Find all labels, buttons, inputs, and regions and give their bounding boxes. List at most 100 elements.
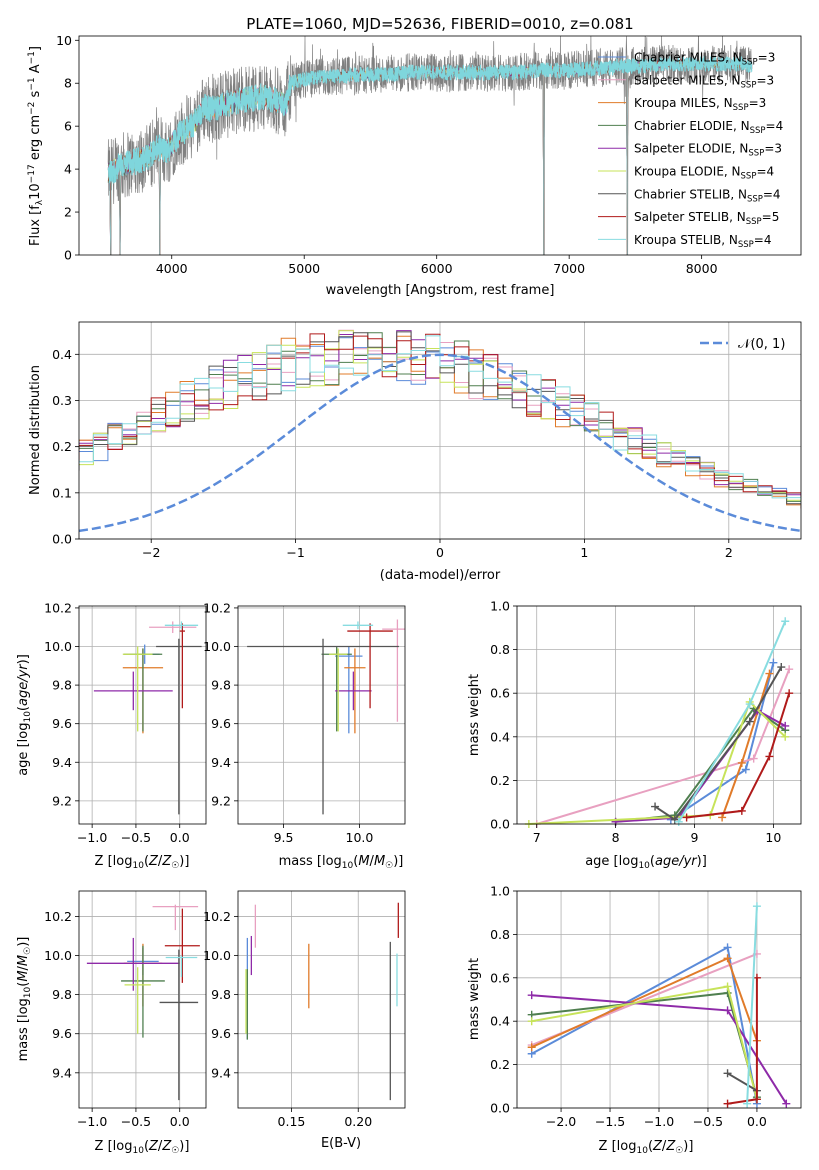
y-tick-label: 0.1 (52, 485, 72, 500)
errorbar-point (159, 949, 199, 1101)
mass-weight-series (527, 943, 761, 1108)
y-tick-label: 1.0 (490, 884, 510, 899)
x-tick-label: −1.0 (77, 1114, 107, 1129)
mass-weight-series (682, 689, 794, 822)
mass-weight-marker (737, 758, 746, 767)
mass-weight-marker (682, 813, 691, 822)
errorbar-point (335, 646, 363, 734)
mass-weight-series (723, 1069, 761, 1095)
x-tick-label: 0.0 (170, 1114, 190, 1129)
mass-weight-series (611, 706, 790, 826)
legend-label: Kroupa MILES, NSSP=3 (634, 96, 766, 113)
mass-weight-marker (782, 1099, 791, 1108)
mass-weight-marker (752, 1095, 761, 1104)
panel-axes: 9.5 10.0 9.2 9.4 9.6 9.8 10.0 10.2 (203, 600, 406, 845)
panel-series (247, 619, 405, 815)
axes-frame (78, 890, 207, 1109)
mass-weight-line (615, 707, 786, 823)
x-tick-label: −1.5 (595, 1114, 625, 1129)
mass-weight-marker (737, 806, 746, 815)
axes-frame (78, 605, 207, 825)
mass-weight-marker (723, 954, 732, 963)
panel-axes: −1.0 −0.5 0.0 9.4 9.6 9.8 10.0 10.2 (44, 890, 207, 1129)
x-tick-label: −1.0 (77, 830, 107, 845)
y-tick-label: 9.4 (52, 1065, 72, 1080)
y-tick-label: 0.2 (52, 439, 72, 454)
panel-series (93, 621, 202, 815)
x-tick-label: −1.0 (644, 1114, 674, 1129)
x-tick-label: 8 (612, 830, 620, 845)
spectrum-series (107, 36, 753, 255)
errorbar-point (149, 621, 197, 634)
histogram-axes: −2 −1 0 1 2 0.0 0.1 0.2 0.3 0.4 (52, 321, 802, 560)
panel-axes: −1.0 −0.5 0.0 9.2 9.4 9.6 9.8 10.0 10.2 (44, 600, 207, 845)
errorbar-point (124, 967, 151, 1034)
y-tick-label: 9.8 (52, 678, 72, 693)
errorbar-point (122, 646, 153, 732)
x-tick-label: 0.15 (278, 1114, 306, 1129)
mass-weight-marker (785, 665, 794, 674)
legend-label: Kroupa ELODIE, NSSP=4 (634, 165, 774, 182)
y-tick-label: 0.2 (490, 1057, 510, 1072)
mass-vs-metallicity-panel: −1.0 −0.5 0.0 9.4 9.6 9.8 10.0 10.2 Z [log10(Z/… (16, 890, 207, 1156)
errorbar-point (123, 648, 163, 732)
mass-ylabel: mass [log10(M/M☉)] (16, 937, 33, 1062)
y-tick-label: 0.4 (490, 729, 510, 744)
panel-series (527, 902, 791, 1108)
mass-z-xlabel: Z [log10(Z/Z☉)] (95, 1139, 190, 1156)
spectrum-ylabel: Flux [fλ10−17 erg cm−2 s−1 A−1] (27, 46, 45, 246)
y-tick-label: 0.3 (52, 393, 72, 408)
y-tick-label: 9.4 (52, 755, 72, 770)
errorbar-points (93, 621, 202, 815)
y-tick-label: 9.4 (211, 755, 231, 770)
spectrum-xlabel: wavelength [Angstrom, rest frame] (326, 283, 555, 298)
y-tick-label: 10.2 (44, 600, 72, 615)
y-tick-label: 10.0 (203, 948, 231, 963)
x-tick-label: −0.5 (121, 830, 151, 845)
mass-weight-line (686, 692, 791, 819)
mass-weight-series (527, 991, 791, 1108)
residual-histogram-panel: 𝒩(0, 1) −2 −1 0 1 2 0.0 0.1 0.2 0.3 0.4 (data-mod… (28, 321, 802, 583)
mass-weight-series (674, 617, 790, 826)
errorbar-point (152, 904, 199, 931)
mass-weight-line (528, 700, 786, 825)
histogram-ylabel: Normed distribution (28, 365, 43, 495)
x-tick-label: 10 (765, 830, 781, 845)
mass-weight-marker (743, 1099, 752, 1108)
mass-weight-line (615, 709, 786, 823)
mass-weight-marker (785, 689, 794, 698)
mass-weight-marker (527, 1017, 536, 1026)
panel-grid (517, 605, 801, 825)
figure-title: PLATE=1060, MJD=52636, FIBERID=0010, z=0… (246, 15, 633, 33)
legend-label: Salpeter STELIB, NSSP=5 (634, 210, 779, 227)
y-tick-label: 0.6 (490, 970, 510, 985)
legend-label: Chabrier STELIB, NSSP=4 (634, 187, 781, 204)
errorbar-point (156, 638, 202, 815)
y-tick-label: 0.0 (490, 817, 510, 832)
panel-series (524, 617, 794, 828)
mass-weight-marker (723, 943, 732, 952)
x-tick-label: 0 (436, 545, 444, 560)
panel-axes: 0.15 0.20 9.4 9.6 9.8 10.0 10.2 (203, 890, 406, 1129)
errorbar-point (164, 908, 200, 983)
y-tick-label: 2 (64, 205, 72, 220)
histogram-xlabel: (data-model)/error (380, 568, 501, 583)
spectrum-axes: 4000 5000 6000 7000 8000 0 2 4 6 8 10 (56, 33, 802, 276)
mass-weight-marker (781, 732, 790, 741)
errorbar-point (382, 619, 405, 722)
x-tick-label: 0.20 (344, 1114, 372, 1129)
histogram-series-line (79, 331, 801, 505)
normal-reference-curve (79, 353, 801, 533)
x-tick-label: 0.0 (747, 1114, 767, 1129)
y-tick-label: 0.0 (490, 1101, 510, 1116)
axes-frame (237, 605, 406, 825)
age-mass-xlabel: mass [log10(M/M☉)] (279, 854, 404, 871)
x-tick-label: 7000 (553, 261, 585, 276)
age-vs-mass-panel: 9.5 10.0 9.2 9.4 9.6 9.8 10.0 10.2 mass [log10(… (203, 600, 406, 871)
y-tick-label: 0.0 (52, 532, 72, 547)
x-tick-label: −0.5 (121, 1114, 151, 1129)
y-tick-label: 0 (64, 248, 72, 263)
panel-grid (238, 891, 405, 1108)
x-tick-label: −1 (286, 545, 304, 560)
mass-weight-line (531, 991, 758, 1098)
